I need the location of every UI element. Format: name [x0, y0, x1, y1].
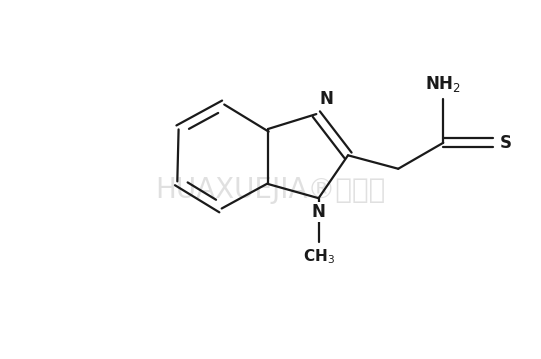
- Text: N: N: [319, 90, 333, 108]
- Text: N: N: [312, 203, 326, 221]
- Text: NH$_2$: NH$_2$: [425, 74, 461, 94]
- Text: HUAXUEJIA®化学加: HUAXUEJIA®化学加: [155, 176, 386, 204]
- Text: S: S: [500, 134, 512, 152]
- Text: CH$_3$: CH$_3$: [302, 247, 334, 266]
